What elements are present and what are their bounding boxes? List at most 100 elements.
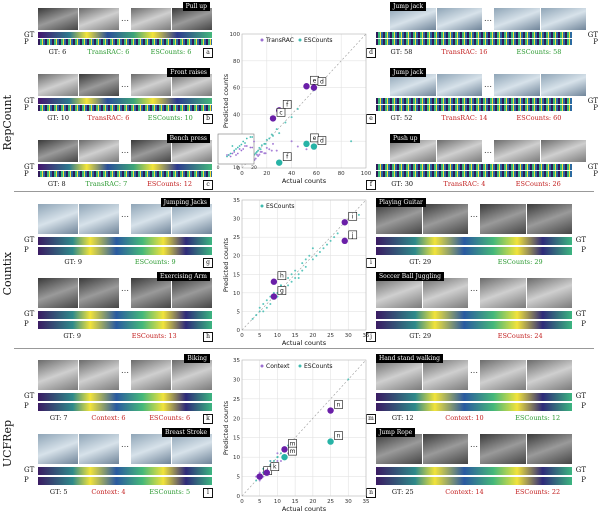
- y-tick-label: 0: [237, 166, 241, 172]
- data-point: [258, 146, 261, 149]
- identity-line: [241, 199, 367, 331]
- legend-marker: [298, 364, 302, 368]
- data-point: [304, 265, 307, 268]
- y-axis-label: Predicted counts: [222, 237, 230, 292]
- highlight-tag-box: [348, 211, 358, 221]
- x-tick-label: 35: [363, 499, 370, 505]
- panel-tag: e: [366, 114, 376, 124]
- inset-point: [240, 143, 243, 146]
- gt-density-bar: [38, 164, 212, 170]
- x-axis-label: Actual counts: [282, 339, 327, 347]
- inset-x-tick: 10: [233, 165, 239, 171]
- prediction-density-bar: [38, 39, 212, 45]
- legend-marker: [298, 38, 302, 42]
- prediction-density-bar: [376, 321, 572, 329]
- p-label: P: [24, 246, 29, 254]
- data-point: [265, 138, 268, 141]
- highlight-tag-label: h: [280, 273, 284, 280]
- count-caption: GT: 58 TransRAC: 16 ESCounts: 58: [390, 48, 562, 56]
- inset-point: [249, 136, 252, 138]
- legend-marker: [260, 38, 264, 42]
- data-point: [333, 236, 336, 239]
- inset-point: [233, 151, 236, 153]
- highlight-point: [327, 438, 334, 445]
- panel-tag: l: [203, 488, 213, 498]
- data-point: [284, 121, 287, 124]
- count-caption: GT: 10 TransRAC: 6 ESCounts: 10: [47, 114, 193, 122]
- gt-density-bar: [376, 32, 572, 38]
- gt-label: GT: [24, 310, 35, 318]
- data-point: [296, 108, 299, 111]
- panel-playing-guitar: … Playing Guitar GT P GT: 29 ESCounts: 29…: [366, 198, 586, 270]
- data-point: [290, 273, 293, 276]
- data-point: [268, 137, 271, 140]
- action-title: Bench press: [166, 134, 210, 143]
- prediction-density-bar: [376, 477, 572, 485]
- highlight-point: [310, 84, 318, 91]
- x-tick-label: 5: [258, 333, 262, 339]
- inset-point: [238, 148, 241, 150]
- highlight-point: [269, 115, 277, 122]
- highlight-tag-label: k: [273, 464, 277, 471]
- data-point: [254, 152, 257, 155]
- data-point: [276, 452, 279, 455]
- gt-density-bar: [376, 467, 572, 475]
- highlight-tag-label: n: [337, 433, 341, 440]
- highlight-point: [303, 140, 310, 148]
- x-tick-label: 20: [309, 499, 316, 505]
- x-tick-label: 15: [292, 333, 299, 339]
- data-point: [290, 280, 293, 283]
- data-point: [259, 148, 262, 151]
- panel-tag: i: [366, 258, 376, 268]
- inset-point: [245, 137, 248, 140]
- panel-push-up: … Push up GT P GT: 30 TransRAC: 4 ESCounts…: [366, 134, 598, 190]
- count-caption: GT: 29 ESCounts: 29: [409, 258, 543, 266]
- x-tick-label: 10: [274, 499, 281, 505]
- x-tick-label: 30: [345, 499, 352, 505]
- video-frames: …: [38, 8, 212, 30]
- panel-tag: h: [203, 332, 213, 342]
- data-point: [269, 460, 272, 463]
- data-point: [251, 317, 254, 320]
- data-point: [294, 269, 297, 272]
- highlight-tag-box: [282, 100, 292, 109]
- y-tick-label: 20: [233, 254, 240, 260]
- gt-label: GT: [24, 392, 35, 400]
- action-title: Front raises: [167, 68, 210, 77]
- highlight-point: [327, 407, 334, 414]
- section-divider: [14, 191, 594, 192]
- plot-frame: [241, 199, 367, 331]
- y-tick-label: 15: [233, 272, 240, 278]
- y-tick-label: 20: [233, 416, 240, 422]
- p-label: P: [593, 38, 598, 46]
- inset-point: [229, 152, 232, 155]
- highlight-tag-label: d: [320, 79, 324, 86]
- gt-label: GT: [24, 236, 35, 244]
- panel-tag: f: [366, 180, 376, 190]
- data-point: [275, 149, 278, 152]
- count-caption: GT: 29 ESCounts: 24: [409, 332, 543, 340]
- p-label: P: [24, 38, 29, 46]
- inset-point: [238, 145, 241, 147]
- data-point: [270, 133, 273, 136]
- gt-label: GT: [587, 31, 598, 39]
- prediction-density-bar: [376, 105, 572, 111]
- highlight-tag-label: f: [286, 101, 289, 108]
- data-point: [260, 150, 263, 153]
- prediction-density-bar: [376, 171, 572, 177]
- highlight-tag-label: n: [337, 402, 341, 409]
- p-label: P: [581, 402, 586, 410]
- legend-marker: [260, 204, 264, 208]
- prediction-density-bar: [376, 247, 572, 255]
- data-point: [326, 243, 329, 246]
- data-point: [254, 157, 257, 160]
- highlight-tag-label: f: [286, 154, 289, 161]
- highlight-point: [276, 159, 283, 166]
- x-tick-label: 100: [361, 171, 372, 177]
- inset-point: [231, 152, 234, 155]
- data-point: [311, 247, 314, 250]
- action-title: Jumping Jacks: [160, 198, 210, 207]
- highlight-tag-label: e: [313, 77, 317, 84]
- highlight-point: [310, 143, 318, 150]
- x-tick-label: 40: [288, 171, 295, 177]
